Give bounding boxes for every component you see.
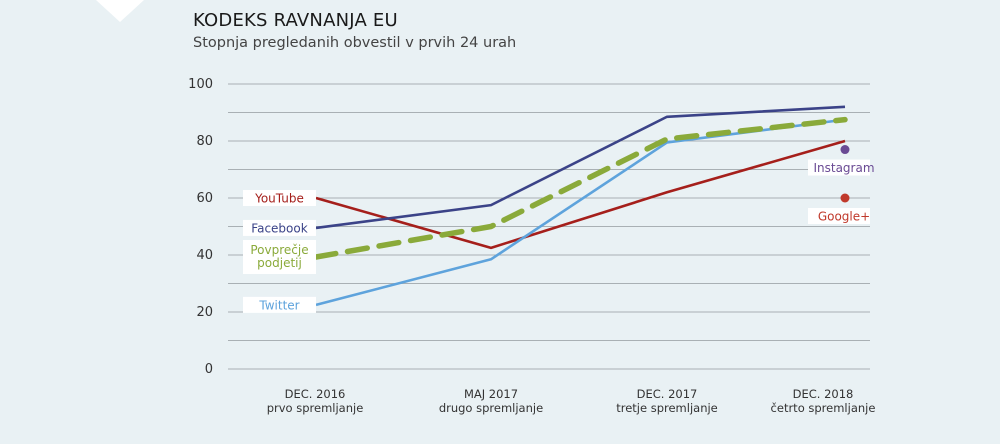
point-label-box: [808, 159, 870, 176]
y-tick-label: 40: [196, 248, 213, 263]
series-label-box: [243, 239, 316, 274]
x-tick-sublabel: drugo spremljanje: [439, 401, 543, 415]
x-tick-label: DEC. 2016: [285, 387, 346, 401]
series-line-povprecje-podjetij: [313, 116, 848, 260]
chart-title: KODEKS RAVNANJA EU: [193, 10, 398, 31]
x-tick-sublabel: četrto spremljanje: [771, 401, 876, 415]
point-label: Google+: [818, 210, 870, 224]
point-label: Instagram: [813, 161, 874, 175]
point-label-box: [808, 208, 870, 224]
y-tick-label: 80: [196, 134, 213, 149]
y-tick-label: 0: [205, 362, 213, 377]
series-label: podjetij: [257, 256, 302, 270]
y-tick-label: 20: [196, 305, 213, 320]
chart-subtitle: Stopnja pregledanih obvestil v prvih 24 …: [193, 35, 517, 51]
x-tick-label: DEC. 2017: [637, 387, 698, 401]
y-tick-label: 100: [188, 77, 213, 92]
series-label: Twitter: [258, 298, 299, 312]
series-label: Facebook: [251, 221, 307, 235]
y-tick-label: 60: [196, 191, 213, 206]
x-tick-sublabel: prvo spremljanje: [267, 401, 364, 415]
x-tick-label: MAJ 2017: [464, 387, 518, 401]
series-line-twitter: [315, 118, 846, 307]
series-line-youtube: [315, 139, 846, 250]
series-label-box: [243, 219, 316, 236]
series-label: YouTube: [254, 192, 304, 206]
x-tick-label: DEC. 2018: [793, 387, 854, 401]
data-point-google-plus: [840, 193, 850, 203]
series-label: Povprečje: [250, 243, 308, 257]
series-label-box: [243, 190, 316, 206]
series-line-facebook: [315, 105, 846, 230]
corner-decoration: [96, 0, 144, 22]
series-label-box: [243, 296, 316, 313]
data-point-instagram: [840, 145, 850, 155]
x-tick-sublabel: tretje spremljanje: [616, 401, 718, 415]
